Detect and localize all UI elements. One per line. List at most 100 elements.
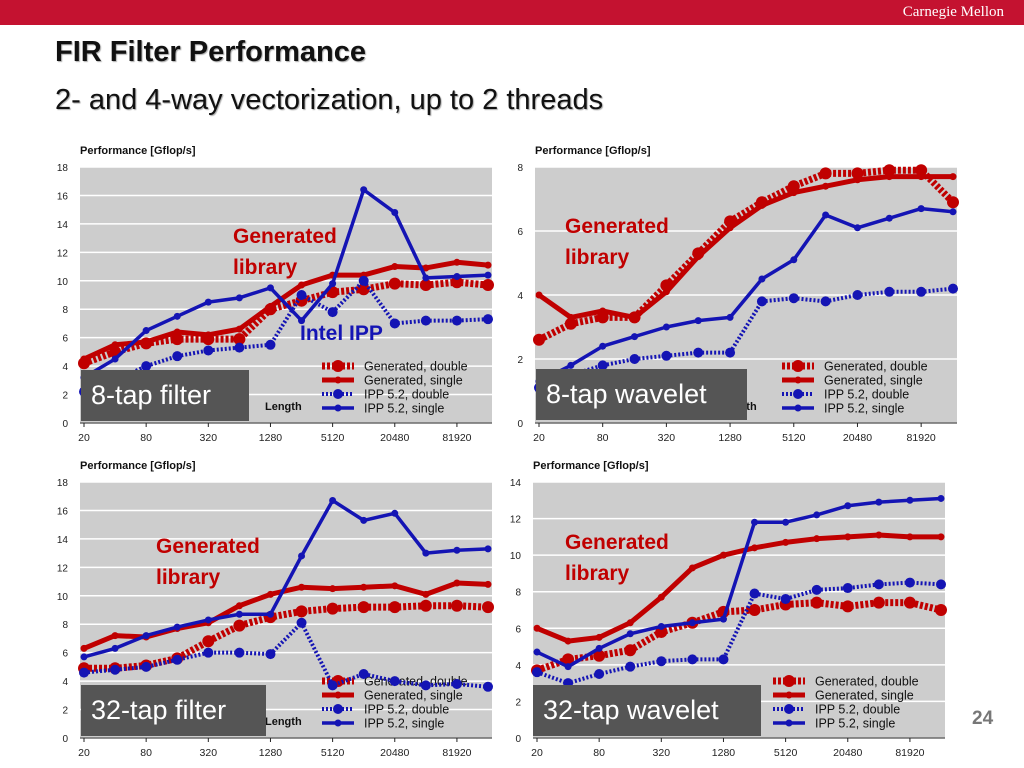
y-tick-label: 4 xyxy=(62,362,68,373)
data-point xyxy=(904,577,915,588)
data-point xyxy=(141,361,152,372)
legend-label: IPP 5.2, single xyxy=(364,402,444,416)
data-point xyxy=(819,167,832,180)
data-point xyxy=(693,347,704,358)
y-tick-label: 2 xyxy=(517,355,523,366)
y-tick-label: 8 xyxy=(62,620,68,631)
data-point xyxy=(758,275,766,283)
data-point xyxy=(483,681,493,692)
data-point xyxy=(233,333,246,346)
chart-0: 0 2 4 6 8 10 12 14 16 18 20 80 320 1280 5120 20480 81920… xyxy=(57,145,494,444)
x-tick-label: 20 xyxy=(533,432,545,444)
data-point xyxy=(788,293,799,304)
legend-label: Generated, single xyxy=(364,689,463,703)
data-point xyxy=(885,214,893,222)
data-point xyxy=(266,302,274,310)
data-point xyxy=(296,617,307,628)
annotation-generated-library: Generated library xyxy=(156,535,260,589)
data-point xyxy=(172,351,183,362)
data-point xyxy=(298,281,306,289)
y-tick-label: 10 xyxy=(57,592,69,603)
x-tick-label: 80 xyxy=(140,747,152,759)
legend-marker xyxy=(333,704,343,714)
x-tick-label: 320 xyxy=(653,747,671,759)
data-point xyxy=(599,342,607,350)
data-point xyxy=(822,182,830,190)
series-line-2 xyxy=(83,620,489,689)
data-point xyxy=(662,323,670,331)
data-point xyxy=(111,644,119,652)
data-point xyxy=(782,518,790,526)
data-point xyxy=(80,355,88,363)
data-point xyxy=(949,173,957,181)
data-point xyxy=(937,533,945,541)
x-tick-label: 5120 xyxy=(321,747,345,759)
y-axis-title: Performance [Gflop/s] xyxy=(80,460,196,472)
data-point xyxy=(626,619,634,627)
y-tick-label: 0 xyxy=(62,419,68,430)
data-point xyxy=(594,669,605,679)
data-point xyxy=(935,604,947,616)
x-tick-label: 80 xyxy=(140,432,152,444)
data-point xyxy=(917,173,925,181)
data-point xyxy=(903,596,916,609)
x-tick-label: 20480 xyxy=(833,747,862,759)
slide-subtitle: 2- and 4-way vectorization, up to 2 thre… xyxy=(55,84,604,116)
data-point xyxy=(111,355,119,363)
data-point xyxy=(234,342,245,353)
data-point xyxy=(726,313,734,321)
y-tick-label: 4 xyxy=(62,677,68,688)
legend-label: IPP 5.2, double xyxy=(364,388,449,402)
data-point xyxy=(719,615,727,623)
data-point xyxy=(172,654,183,665)
data-point xyxy=(484,261,492,269)
data-point xyxy=(595,633,603,641)
data-point xyxy=(662,288,670,296)
data-point xyxy=(483,314,493,325)
data-point xyxy=(564,317,577,330)
data-point xyxy=(749,588,760,599)
data-point xyxy=(451,678,462,689)
legend-marker xyxy=(785,691,793,699)
page-number: 24 xyxy=(972,708,994,729)
y-tick-label: 2 xyxy=(62,391,68,402)
y-tick-label: 6 xyxy=(515,624,521,635)
y-tick-label: 2 xyxy=(515,697,521,708)
chart-label: 8-tap filter xyxy=(81,370,249,421)
legend-label: Generated, single xyxy=(815,689,914,703)
data-point xyxy=(937,494,945,502)
y-tick-label: 6 xyxy=(62,649,68,660)
data-point xyxy=(790,189,798,197)
y-tick-label: 6 xyxy=(62,334,68,345)
data-point xyxy=(388,601,401,614)
series-line-3 xyxy=(536,496,942,669)
data-point xyxy=(360,583,368,591)
data-point xyxy=(915,164,928,177)
data-point xyxy=(450,599,463,612)
chart-label: 32-tap wavelet xyxy=(533,685,761,736)
data-point xyxy=(265,339,276,350)
data-point xyxy=(298,583,306,591)
data-point xyxy=(235,325,243,333)
chart-label: 32-tap filter xyxy=(81,685,266,736)
data-point xyxy=(657,622,665,630)
data-point xyxy=(142,338,150,346)
data-point xyxy=(782,538,790,546)
data-point xyxy=(562,653,575,666)
data-point xyxy=(916,286,927,297)
data-point xyxy=(111,632,119,640)
legend-marker xyxy=(783,675,795,687)
data-point xyxy=(844,502,852,510)
data-point xyxy=(872,596,885,609)
data-point xyxy=(694,317,702,325)
data-point xyxy=(626,630,634,638)
data-point xyxy=(389,318,400,329)
series-line-1 xyxy=(537,174,953,320)
data-point xyxy=(841,600,854,613)
chart-label: 8-tap wavelet xyxy=(536,369,747,420)
brand-label: Carnegie Mellon xyxy=(902,4,1004,20)
data-point xyxy=(358,275,369,286)
data-point xyxy=(204,616,212,624)
x-tick-label: 320 xyxy=(658,432,676,444)
data-point xyxy=(420,315,431,326)
